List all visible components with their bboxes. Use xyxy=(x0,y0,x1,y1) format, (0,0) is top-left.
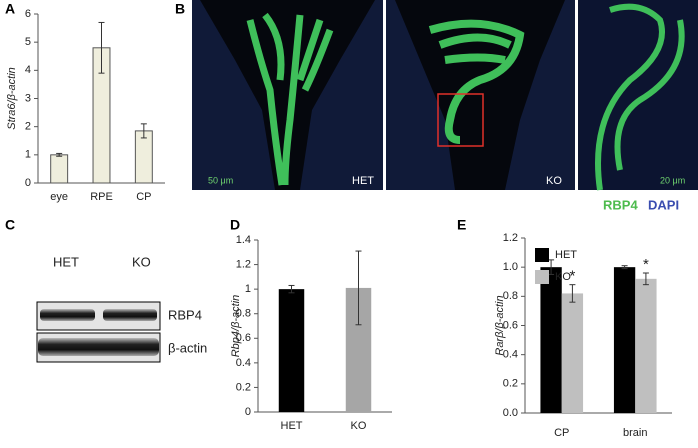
y-tick-label: 4 xyxy=(25,64,31,76)
stain-label: RBP4 xyxy=(603,197,638,212)
band xyxy=(38,338,159,356)
y-tick-label: 0.8 xyxy=(503,290,518,302)
image-label: KO xyxy=(546,175,562,187)
panel-label: C xyxy=(5,217,15,233)
y-tick-label: 0.0 xyxy=(503,407,518,419)
bar xyxy=(50,154,69,184)
y-tick-label: 5 xyxy=(25,36,31,48)
y-tick-label: 0 xyxy=(25,177,31,189)
micrographs: 50 μm HET KO 20 μm RBP4 DAPI xyxy=(192,0,698,212)
x-tick-label: HET xyxy=(281,420,303,432)
y-tick-label: 1.2 xyxy=(236,258,251,270)
band xyxy=(103,309,157,321)
significance: * xyxy=(569,268,575,285)
image-label: HET xyxy=(352,175,374,187)
ventricle xyxy=(200,0,375,190)
legend-label: KO xyxy=(555,271,571,283)
y-tick-label: 1.2 xyxy=(503,232,518,244)
lane-label: HET xyxy=(53,254,79,269)
y-tick-label: 2 xyxy=(25,121,31,133)
panel-label: A xyxy=(5,1,15,17)
y-axis-label: Rbp4/β-actin xyxy=(230,295,242,358)
y-axis-label: Rarβ/β-actin xyxy=(494,295,506,355)
y-tick-label: 0.2 xyxy=(236,381,251,393)
y-tick-label: 0.4 xyxy=(236,357,251,369)
panel-label: D xyxy=(230,217,240,233)
x-tick-label: KO xyxy=(351,420,367,432)
legend-swatch xyxy=(535,270,549,284)
y-tick-label: 1.4 xyxy=(236,234,251,246)
panel-label: B xyxy=(175,1,185,17)
x-tick-label: eye xyxy=(50,191,68,203)
bar xyxy=(635,278,657,413)
y-tick-label: 0.6 xyxy=(236,332,251,344)
plexus xyxy=(595,3,685,191)
zoom-box xyxy=(437,93,484,147)
significance: * xyxy=(643,256,649,273)
ventricle xyxy=(395,0,565,190)
plexus xyxy=(246,12,334,186)
band-label: β-actin xyxy=(168,340,207,355)
x-tick-label: RPE xyxy=(90,191,113,203)
band xyxy=(40,309,95,321)
band-label: RBP4 xyxy=(168,307,202,322)
bar xyxy=(278,289,305,412)
scale-label: 50 μm xyxy=(208,175,233,185)
bar xyxy=(613,267,636,413)
bar xyxy=(561,293,584,413)
y-tick-label: 0.4 xyxy=(503,349,518,361)
x-tick-label: CP xyxy=(554,427,569,439)
y-tick-label: 0.2 xyxy=(503,378,518,390)
y-tick-label: 0.8 xyxy=(236,308,251,320)
bar xyxy=(134,130,153,184)
y-axis-label: Stra6/β-actin xyxy=(6,67,18,130)
scale-label: 20 μm xyxy=(660,175,685,185)
y-tick-label: 0.6 xyxy=(503,319,518,331)
y-tick-label: 6 xyxy=(25,8,31,20)
x-tick-label: CP xyxy=(136,191,151,203)
y-tick-label: 1 xyxy=(245,283,251,295)
panel-label: E xyxy=(457,217,466,233)
x-tick-label: brain xyxy=(623,427,647,439)
legend-swatch xyxy=(535,248,549,262)
legend-label: HET xyxy=(555,249,577,261)
y-tick-label: 3 xyxy=(25,92,31,104)
bar xyxy=(540,267,562,413)
stain-label: DAPI xyxy=(648,197,679,212)
y-tick-label: 1.0 xyxy=(503,261,518,273)
plexus xyxy=(428,19,525,144)
lane-label: KO xyxy=(132,254,151,269)
y-tick-label: 1 xyxy=(25,149,31,161)
y-tick-label: 0 xyxy=(245,406,251,418)
western-blot: HET KO RBP4 β-actin xyxy=(36,254,207,363)
